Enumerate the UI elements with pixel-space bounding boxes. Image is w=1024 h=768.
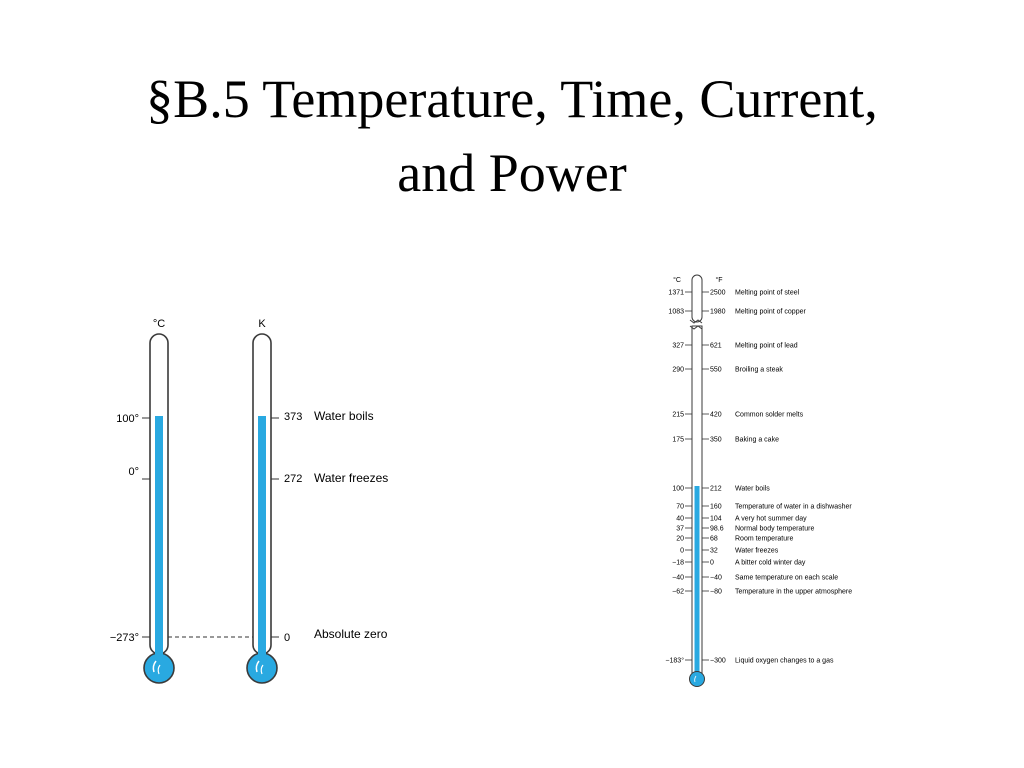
right-temperature-label: Melting point of lead [735, 343, 798, 350]
celsius-tick-0: 0° [128, 466, 139, 478]
right-celsius-tick-label: 290 [672, 367, 684, 374]
right-temperature-label: Common solder melts [735, 412, 804, 419]
right-fahrenheit-tick-label: 160 [710, 504, 722, 511]
celsius-kelvin-figure: °C K 100° 0° −273° [110, 318, 388, 684]
right-fahrenheit-tick-label: 350 [710, 437, 722, 444]
right-celsius-tick-label: 327 [672, 343, 684, 350]
right-temperature-label: Temperature of water in a dishwasher [735, 504, 852, 511]
right-fahrenheit-tick-label: −300 [710, 658, 726, 665]
right-temperature-label: A bitter cold winter day [735, 560, 806, 567]
right-fahrenheit-tick-label: 420 [710, 412, 722, 419]
label-absolute-zero: Absolute zero [314, 627, 388, 641]
kelvin-header: K [258, 318, 266, 330]
celsius-tick-100: 100° [116, 413, 139, 425]
right-temperature-label: Baking a cake [735, 437, 779, 444]
celsius-thermometer [143, 333, 175, 684]
right-celsius-tick-label: 70 [676, 504, 684, 511]
celsius-header: °C [153, 318, 165, 330]
right-temperature-label: Room temperature [735, 536, 793, 543]
right-celsius-tick-label: −18 [672, 560, 684, 567]
right-temperature-label: Water boils [735, 486, 770, 493]
right-celsius-tick-label: −40 [672, 575, 684, 582]
celsius-tick-minus-273: −273° [110, 632, 139, 644]
right-celsius-tick-label: 175 [672, 437, 684, 444]
right-celsius-tick-label: 0 [680, 548, 684, 555]
right-temperature-label: Melting point of steel [735, 290, 800, 297]
slide-title: §B.5 Temperature, Time, Current, and Pow… [0, 62, 1024, 210]
right-temperature-label: Temperature in the upper atmosphere [735, 589, 852, 596]
label-water-freezes: Water freezes [314, 471, 388, 485]
right-temperature-rows: 1371 2500 Melting point of steel 1083 1980 Me… [665, 290, 852, 665]
right-fahrenheit-tick-label: 104 [710, 516, 722, 523]
right-celsius-tick-label: 1083 [668, 309, 684, 316]
right-temperature-label: Normal body temperature [735, 526, 814, 533]
right-temperature-label: Broiling a steak [735, 367, 783, 374]
kelvin-tick-373: 373 [284, 411, 302, 423]
label-water-boils: Water boils [314, 409, 374, 423]
right-fahrenheit-tick-label: −80 [710, 589, 722, 596]
right-fahrenheit-tick-label: 1980 [710, 309, 726, 316]
right-celsius-tick-label: 100 [672, 486, 684, 493]
right-fahrenheit-tick-label: 2500 [710, 290, 726, 297]
right-temperature-label: A very hot summer day [735, 516, 807, 523]
right-fahrenheit-tick-label: 0 [710, 560, 714, 567]
right-celsius-tick-label: 20 [676, 536, 684, 543]
right-celsius-tick-label: 215 [672, 412, 684, 419]
right-fahrenheit-tick-label: 98.6 [710, 526, 724, 533]
right-fahrenheit-tick-label: 32 [710, 548, 718, 555]
right-fahrenheit-tick-label: 212 [710, 486, 722, 493]
right-thermometer [689, 274, 705, 687]
kelvin-tick-0: 0 [284, 632, 290, 644]
right-temperature-label: Melting point of copper [735, 309, 806, 316]
right-celsius-tick-label: −62 [672, 589, 684, 596]
right-temperature-label: Water freezes [735, 548, 779, 555]
right-celsius-tick-label: 40 [676, 516, 684, 523]
right-fahrenheit-tick-label: 550 [710, 367, 722, 374]
right-fahrenheit-header: °F [715, 276, 722, 284]
right-celsius-tick-label: 1371 [668, 290, 684, 297]
right-fahrenheit-tick-label: −40 [710, 575, 722, 582]
right-celsius-header: °C [673, 276, 681, 284]
right-celsius-tick-label: 37 [676, 526, 684, 533]
right-fahrenheit-tick-label: 68 [710, 536, 718, 543]
right-temperature-label: Liquid oxygen changes to a gas [735, 658, 834, 665]
celsius-fahrenheit-figure: °C °F 1371 2500 Melting point of steel 1083… [665, 274, 852, 687]
slide-title-line-1: §B.5 Temperature, Time, Current, [146, 69, 878, 129]
right-fahrenheit-tick-label: 621 [710, 343, 722, 350]
slide-title-line-2: and Power [397, 143, 627, 203]
right-celsius-tick-label: −183° [665, 657, 684, 665]
right-temperature-label: Same temperature on each scale [735, 575, 838, 582]
kelvin-thermometer [246, 333, 278, 684]
kelvin-tick-272: 272 [284, 473, 302, 485]
